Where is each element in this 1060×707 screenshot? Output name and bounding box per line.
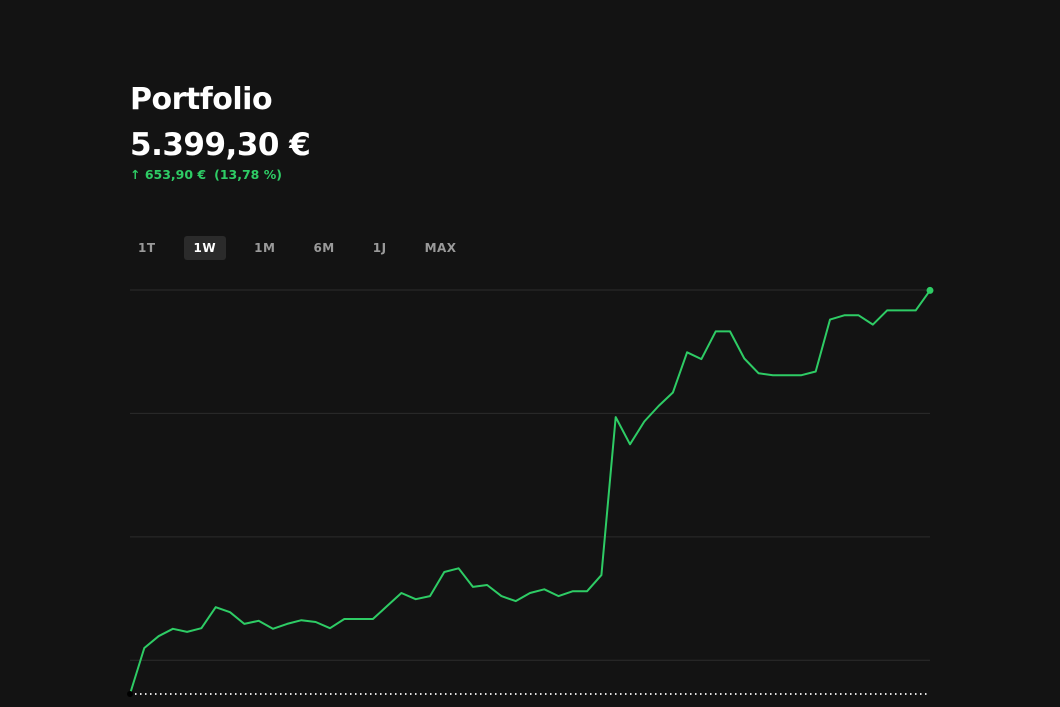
range-selector: 1T 1W 1M 6M 1J MAX [128, 236, 485, 260]
portfolio-value: 5.399,30 € [130, 127, 311, 163]
range-button[interactable]: MAX [424, 241, 457, 255]
change-percent: (13,78 %) [214, 167, 282, 182]
title: Portfolio [130, 82, 273, 117]
range-button[interactable]: 1M [254, 241, 276, 255]
range-button[interactable]: 1W [183, 236, 227, 260]
change: ↑ 653,90 € (13,78 %) [130, 167, 290, 182]
change-amount: ↑ 653,90 € [130, 167, 207, 182]
range-button[interactable]: 1T [138, 241, 156, 255]
price-line [129, 289, 931, 695]
start-point [127, 691, 133, 697]
end-point [926, 286, 934, 294]
range-button[interactable]: 1J [372, 241, 387, 255]
range-button[interactable]: 6M [313, 241, 335, 255]
